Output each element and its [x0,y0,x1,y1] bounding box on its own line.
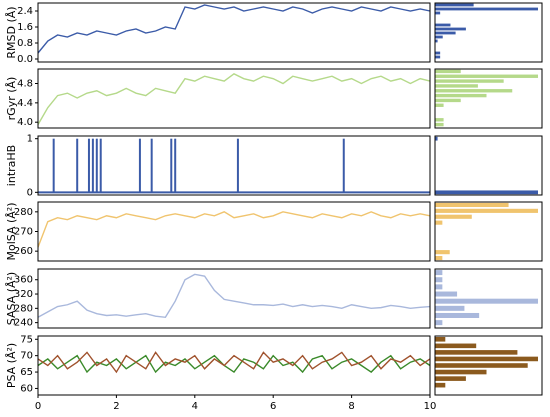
series-line [37,273,431,319]
y-tick-label: 0 [27,187,33,198]
x-tick-label: 4 [192,401,198,412]
y-tick-label: 270 [14,227,33,238]
y-tick-label: 65 [20,367,33,378]
hist-bar [435,320,443,326]
hist-bar [435,190,538,195]
hist-bar [435,103,444,107]
series-line [37,351,431,374]
hist-bar [435,3,474,7]
y-tick-label: 75 [20,334,33,345]
hist-frame [434,268,543,329]
hist-bar [435,89,513,93]
x-tick-label: 0 [35,401,41,412]
hist-bar [435,7,538,11]
y-tick-label: 280 [14,207,33,218]
hist-bar [435,350,518,355]
hist-bar [435,298,538,304]
hist-bar [435,51,441,55]
hist-bar [435,214,472,219]
series-line [37,4,431,54]
y-tick-label: 240 [14,318,33,329]
y-axis-label: SASA (Å²) [5,272,18,325]
plot-frame [37,201,431,262]
hist-bar [435,39,438,43]
hist-bar [435,27,466,31]
series-line [37,73,431,125]
hist-bar [435,93,487,98]
hist-bar [435,382,446,388]
y-tick-label: 1 [27,134,33,145]
y-tick-label: 2.4 [17,6,33,17]
y-axis-label: MolSA (Å²) [5,202,18,260]
hist-frame [434,68,543,129]
hist-bar [435,74,538,78]
y-tick-label: 4.8 [17,79,33,90]
x-tick-label: 8 [348,401,354,412]
hist-frame [434,335,543,396]
x-tick-label: 2 [113,401,119,412]
x-tick-label: 10 [424,401,437,412]
hist-bar [435,11,441,15]
plot-frame [37,2,431,63]
y-tick-label: 4.4 [17,98,33,109]
y-tick-label: 0.8 [17,38,33,49]
hist-frame [434,135,543,196]
hist-bar [435,284,443,290]
hist-bar [435,255,443,261]
hist-bar [435,363,528,368]
y-tick-label: 70 [20,351,33,362]
hist-bar [435,305,465,311]
y-tick-label: 4.0 [17,117,33,128]
y-tick-label: 0.0 [17,54,33,65]
hist-bar [435,250,450,255]
hist-bar [435,79,504,83]
hist-bar [435,55,441,59]
hist-bar [435,208,538,213]
plot-frame [37,68,431,129]
hist-bar [435,270,443,276]
y-tick-label: 280 [14,303,33,314]
hist-bar [435,369,487,375]
series-line [37,211,431,248]
hist-bar [435,84,478,88]
y-tick-label: 260 [14,246,33,257]
hist-bar [435,277,443,283]
hist-bar [435,23,451,27]
hist-bar [435,336,446,342]
hist-bar [435,69,461,74]
y-tick-label: 60 [20,383,33,394]
plot-frame [37,335,431,396]
x-tick-label: 6 [270,401,276,412]
y-axis-label: intraHB [5,145,18,186]
hist-bar [435,376,466,381]
hist-bar [435,136,438,141]
hist-bar [435,122,444,127]
hist-bar [435,291,458,297]
hist-bar [435,35,443,39]
plot-frame [37,268,431,329]
hist-bar [435,312,480,318]
y-axis-label: rGyr (Å) [5,77,18,121]
hist-frame [434,2,543,63]
series-line [37,354,431,374]
hist-bar [435,356,538,362]
hist-bar [435,98,461,103]
hist-frame [434,201,543,262]
hist-bar [435,31,456,35]
hist-bar [435,118,444,122]
plot-frame [37,135,431,196]
hist-bar [435,343,477,349]
y-tick-label: 320 [14,289,33,300]
y-axis-label: PSA (Å²) [5,343,18,388]
y-tick-label: 1.6 [17,22,33,33]
hist-bar [435,220,443,225]
hist-bar [435,202,509,208]
y-tick-label: 360 [14,275,33,286]
y-axis-label: RMSD (Å) [5,6,18,58]
